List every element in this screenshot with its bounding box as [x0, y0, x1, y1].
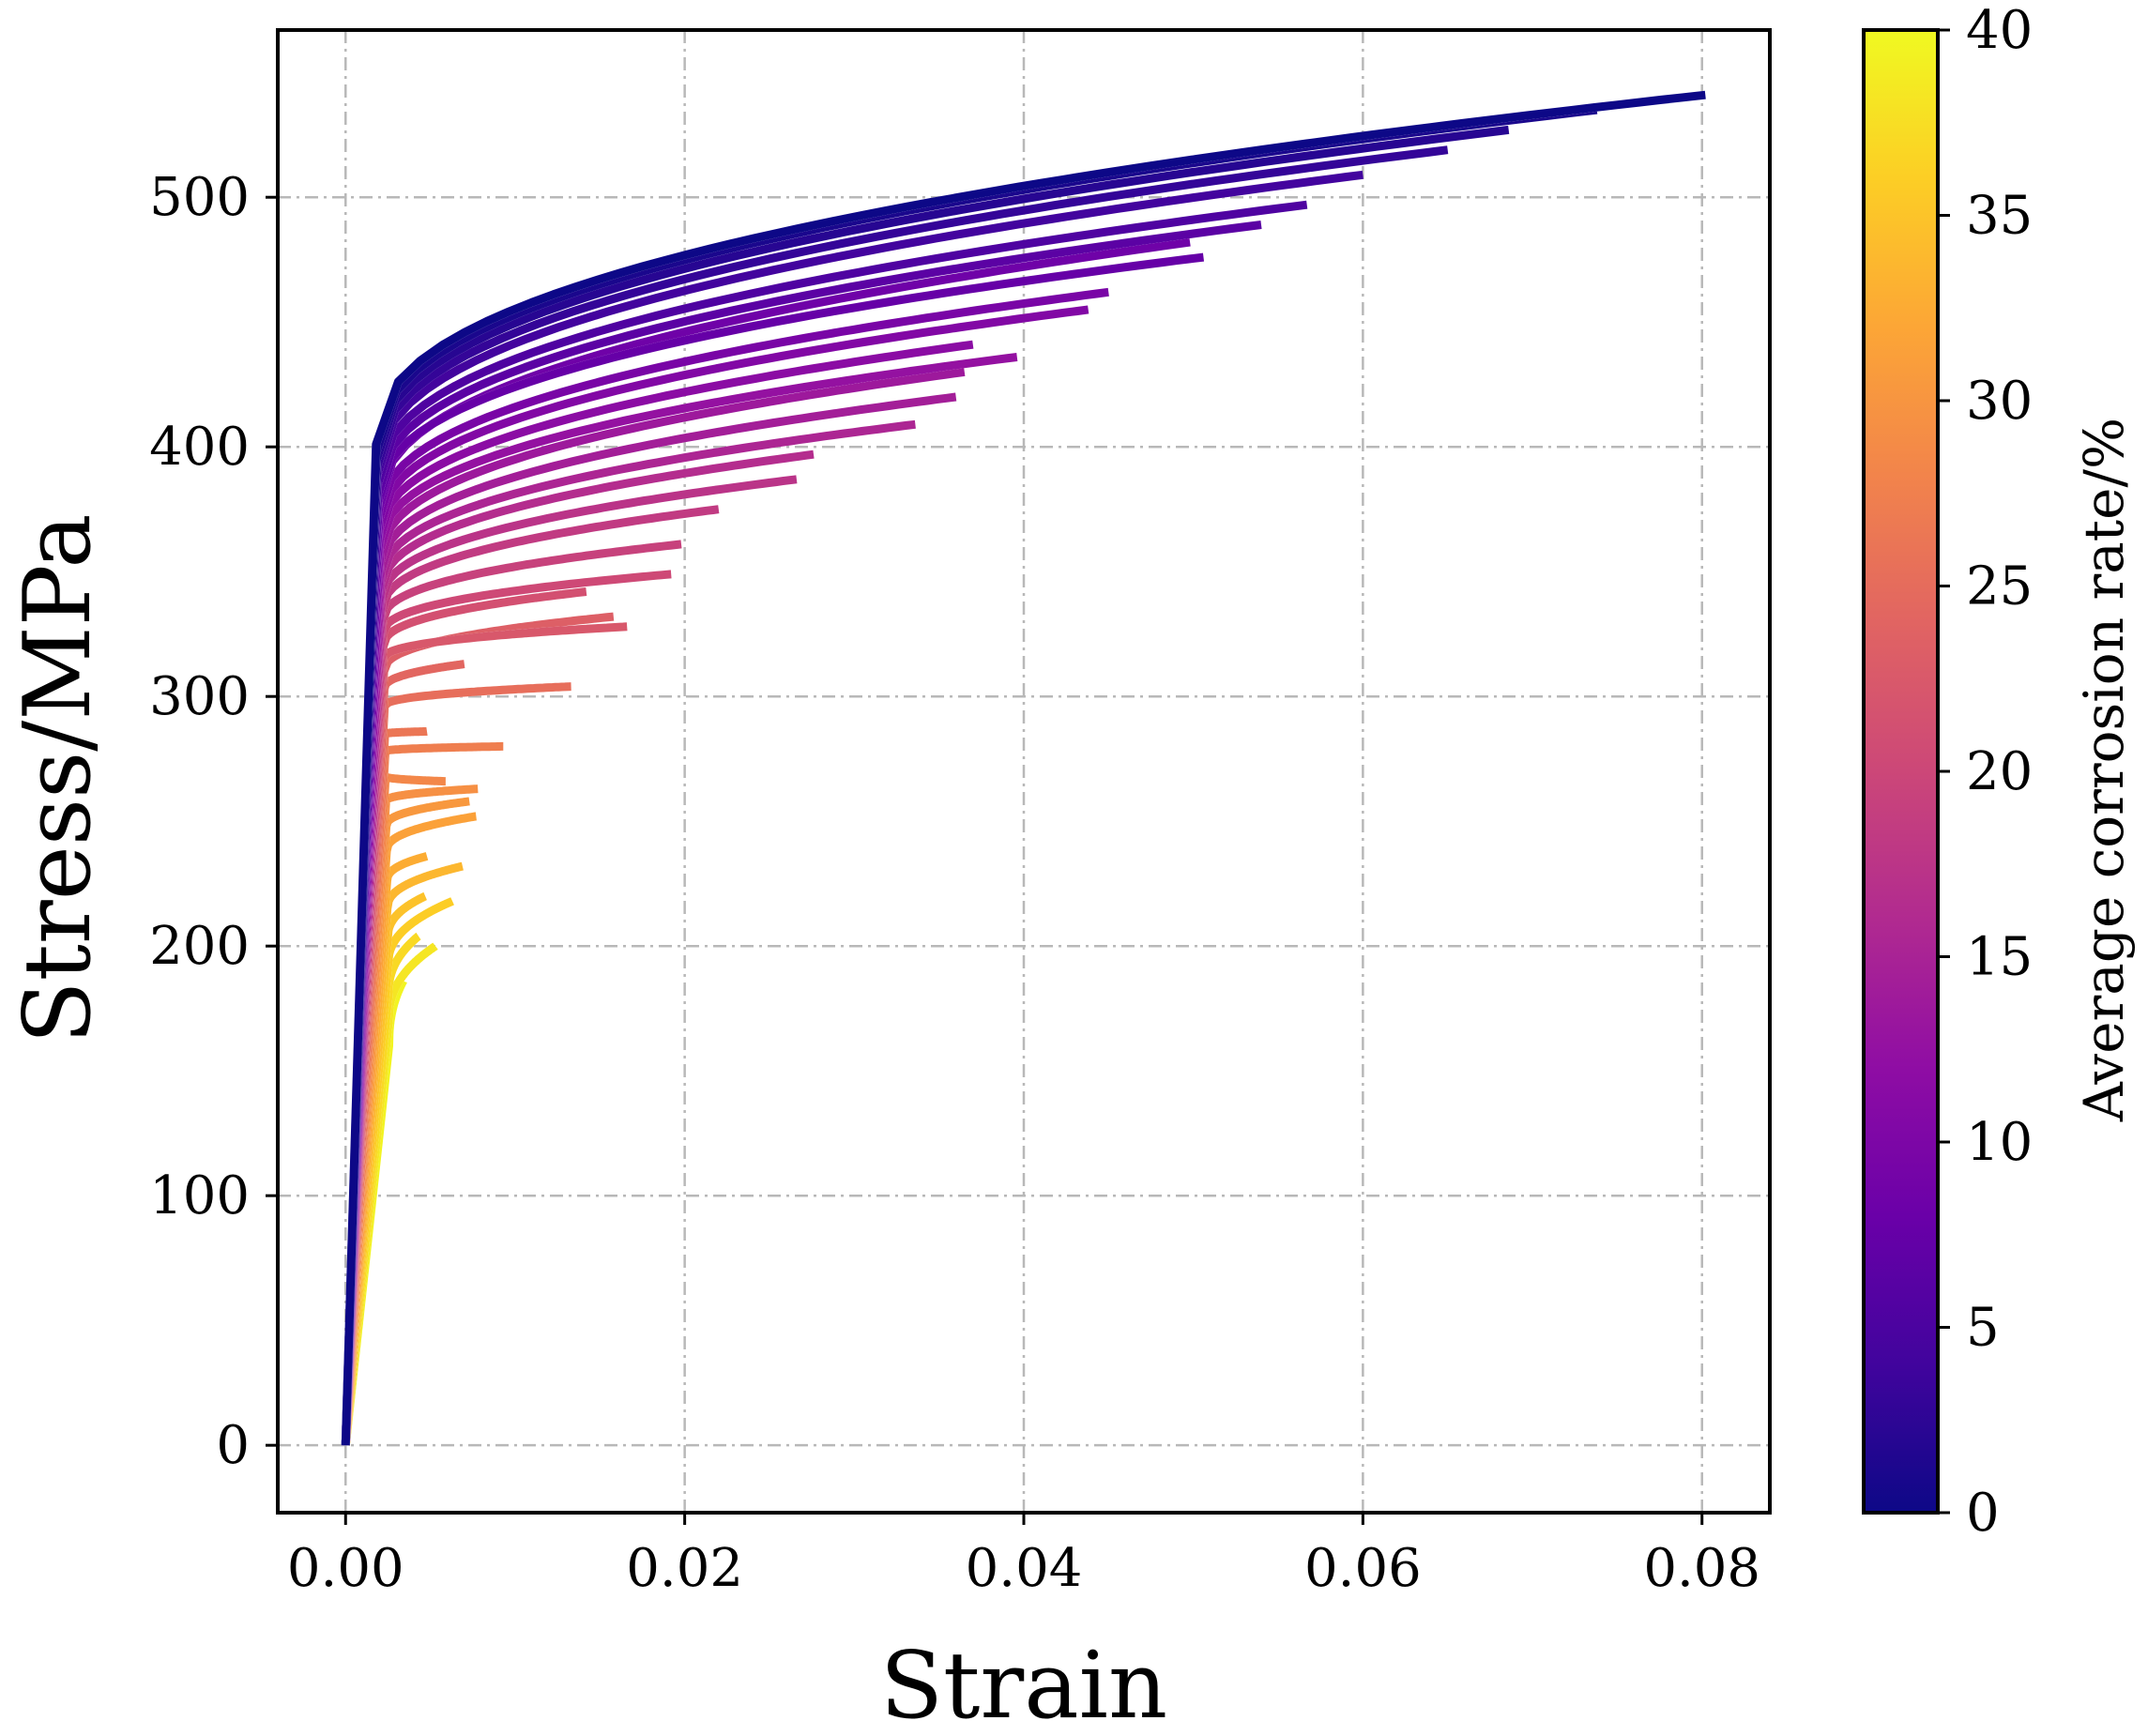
curve-corrosion-35_9 [341, 897, 456, 1446]
curve-corrosion-24_3 [341, 660, 467, 1446]
curve-corrosion-17_4 [341, 475, 798, 1446]
colorbar-ticks: 0 5 10 15 20 25 30 35 40 [1938, 0, 2033, 1544]
y-tick-label: 0 [216, 1415, 250, 1476]
curve-corrosion-9_6 [341, 287, 1109, 1446]
curve-corrosion-0 [341, 90, 1706, 1446]
x-axis-label: Strain [880, 1633, 1167, 1736]
curve-corrosion-20_3 [341, 570, 672, 1446]
curve-corrosion-5_4 [341, 200, 1308, 1446]
colorbar-tick-label: 35 [1966, 186, 2033, 247]
curve-corrosion-12_6 [341, 353, 1018, 1446]
y-axis-label: Stress/MPa [5, 513, 112, 1043]
curve-corrosion-15_4 [341, 419, 916, 1446]
x-axis-ticks: 0.00 0.02 0.04 0.06 0.08 [287, 1513, 1760, 1599]
curve-corrosion-34_8 [341, 891, 429, 1446]
y-tick-label: 200 [149, 916, 250, 977]
curve-corrosion-38_2 [341, 942, 439, 1446]
colorbar [1862, 28, 1940, 1515]
colorbar-tick-label: 10 [1966, 1112, 2033, 1173]
curve-corrosion-25_3 [341, 682, 572, 1446]
curve-corrosion-13_6 [341, 367, 966, 1446]
colorbar-tick-label: 25 [1966, 556, 2033, 617]
curve-corrosion-21_3 [341, 587, 587, 1446]
curve-corrosion-19_3 [341, 540, 682, 1446]
curve-corrosion-33_7 [341, 861, 466, 1446]
curve-outline [341, 449, 815, 1446]
curve-corrosion-3 [341, 145, 1449, 1446]
curve-corrosion-32_6 [341, 852, 431, 1446]
x-tick-label: 0.04 [966, 1538, 1083, 1599]
curve-corrosion-16_4 [341, 449, 815, 1446]
curve-corrosion-18_3 [341, 505, 720, 1446]
colorbar-tick-label: 40 [1966, 0, 2033, 61]
colorbar-label: Average corrosion rate/% [2072, 418, 2136, 1122]
x-tick-label: 0.08 [1643, 1538, 1760, 1599]
colorbar-tick-label: 20 [1966, 741, 2033, 802]
curve-corrosion-6_5 [341, 221, 1262, 1446]
curve-outline [341, 392, 957, 1446]
grid-lines [278, 30, 1770, 1513]
x-tick-label: 0.02 [626, 1538, 743, 1599]
curve-corrosion-28_4 [341, 771, 449, 1446]
colorbar-tick-label: 5 [1966, 1298, 2000, 1359]
curve-corrosion-29_4 [341, 784, 481, 1446]
x-tick-label: 0.06 [1304, 1538, 1422, 1599]
curve-outline [341, 221, 1262, 1446]
y-axis-ticks: 0 100 200 300 400 500 [149, 167, 278, 1476]
y-tick-label: 300 [149, 666, 250, 727]
colorbar-tick-label: 30 [1966, 371, 2033, 432]
curve-corrosion-4_2 [341, 170, 1363, 1446]
curve-corrosion-37 [341, 932, 422, 1446]
y-tick-label: 500 [149, 167, 250, 228]
curve-outline [341, 340, 974, 1446]
curve-corrosion-30_4 [341, 797, 473, 1446]
colorbar-tick-label: 15 [1966, 927, 2033, 988]
curve-corrosion-26_3 [341, 726, 431, 1446]
curve-corrosion-27_3 [341, 741, 506, 1446]
curve-corrosion-10_6 [341, 305, 1089, 1446]
curve-corrosion-2 [341, 125, 1510, 1446]
curve-corrosion-31_4 [341, 812, 480, 1446]
stress-strain-curves [341, 90, 1706, 1446]
colorbar-tick-label: 0 [1966, 1483, 2000, 1544]
curve-corrosion-11_6 [341, 340, 974, 1446]
curve-corrosion-22_3 [341, 622, 628, 1446]
x-tick-label: 0.00 [287, 1538, 404, 1599]
curve-corrosion-14_4 [341, 392, 957, 1446]
y-tick-label: 400 [149, 417, 250, 478]
y-tick-label: 100 [149, 1165, 250, 1226]
curve-corrosion-7_6 [341, 252, 1205, 1446]
